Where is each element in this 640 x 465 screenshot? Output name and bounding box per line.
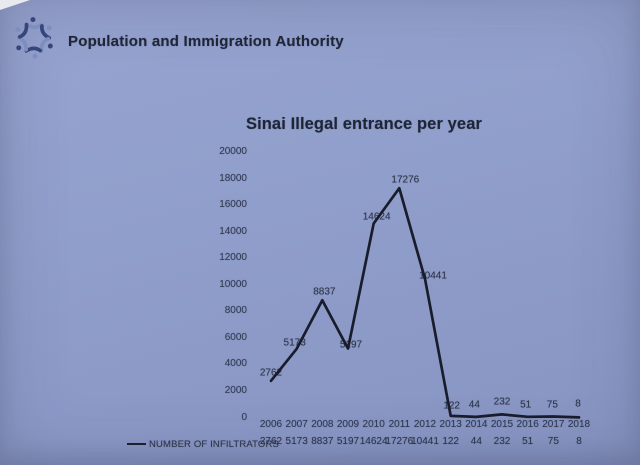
- x-tick-year-label: 2013: [439, 419, 462, 430]
- series-value-cell: 5173: [285, 436, 308, 447]
- legend-line-marker-icon: [127, 442, 146, 446]
- data-point-label: 44: [468, 399, 480, 411]
- data-point-label: 51: [520, 399, 532, 411]
- series-value-cell: 5197: [336, 436, 360, 447]
- authority-star-of-people-logo-icon: [15, 17, 53, 59]
- series-value-cell: 51: [522, 436, 534, 447]
- x-tick-year-label: 2018: [567, 419, 591, 430]
- x-tick-year-label: 2016: [516, 419, 539, 430]
- series-value-cell: 14624: [359, 436, 388, 447]
- series-value-cell: 17276: [385, 436, 414, 447]
- series-value-cell: 44: [470, 436, 482, 447]
- data-point-label: 75: [546, 399, 558, 410]
- data-point-label: 8837: [313, 286, 336, 298]
- y-tick-label: 10000: [219, 278, 247, 290]
- header: Population and Immigration Authority: [0, 0, 640, 90]
- data-point-label: 2762: [259, 367, 283, 379]
- data-point-label: 122: [443, 400, 460, 412]
- legend-series-label: NUMBER OF INFILTRATORS: [149, 438, 279, 450]
- org-name: Population and Immigration Authority: [68, 33, 344, 50]
- y-tick-label: 18000: [219, 172, 247, 184]
- x-tick-year-label: 2007: [285, 419, 308, 430]
- series-value-cell: 122: [442, 436, 459, 447]
- data-point-label: 5197: [339, 339, 363, 350]
- y-tick-label: 4000: [224, 358, 247, 370]
- x-tick-year-label: 2015: [490, 419, 514, 430]
- x-tick-year-label: 2006: [259, 419, 283, 430]
- series-value-cell: 8837: [311, 436, 334, 447]
- y-tick-label: 16000: [219, 199, 247, 211]
- x-tick-year-label: 2008: [311, 419, 334, 430]
- y-tick-label: 14000: [219, 225, 247, 237]
- data-point-label: 8: [575, 398, 581, 410]
- data-point-label: 5173: [283, 337, 306, 349]
- legend: NUMBER OF INFILTRATORS: [127, 438, 279, 450]
- y-tick-label: 2000: [224, 384, 247, 396]
- series-value-cell: 75: [547, 436, 559, 447]
- data-point-label: 232: [493, 396, 511, 408]
- y-tick-label: 0: [241, 411, 247, 423]
- data-point-label: 17276: [391, 174, 420, 186]
- series-value-cell: 2762: [259, 436, 283, 447]
- series-value-cell: 8: [576, 436, 582, 447]
- data-point-label: 10441: [419, 270, 447, 282]
- y-tick-label: 12000: [219, 252, 247, 264]
- y-tick-label: 8000: [224, 305, 247, 317]
- chart-title: Sinai Illegal entrance per year: [245, 115, 483, 133]
- photo-corner-sliver: [0, 0, 30, 10]
- infiltrators-line-series: [269, 186, 581, 419]
- series-value-cell: 232: [493, 436, 511, 447]
- y-tick-label: 20000: [219, 146, 247, 157]
- x-tick-year-label: 2011: [388, 419, 411, 430]
- x-tick-year-label: 2009: [336, 419, 360, 430]
- y-tick-label: 6000: [224, 331, 247, 343]
- x-tick-year-label: 2010: [362, 419, 385, 430]
- x-tick-year-label: 2014: [465, 419, 488, 430]
- x-tick-year-label: 2012: [413, 419, 437, 430]
- series-value-cell: 10441: [411, 436, 439, 447]
- x-tick-year-label: 2017: [542, 419, 565, 430]
